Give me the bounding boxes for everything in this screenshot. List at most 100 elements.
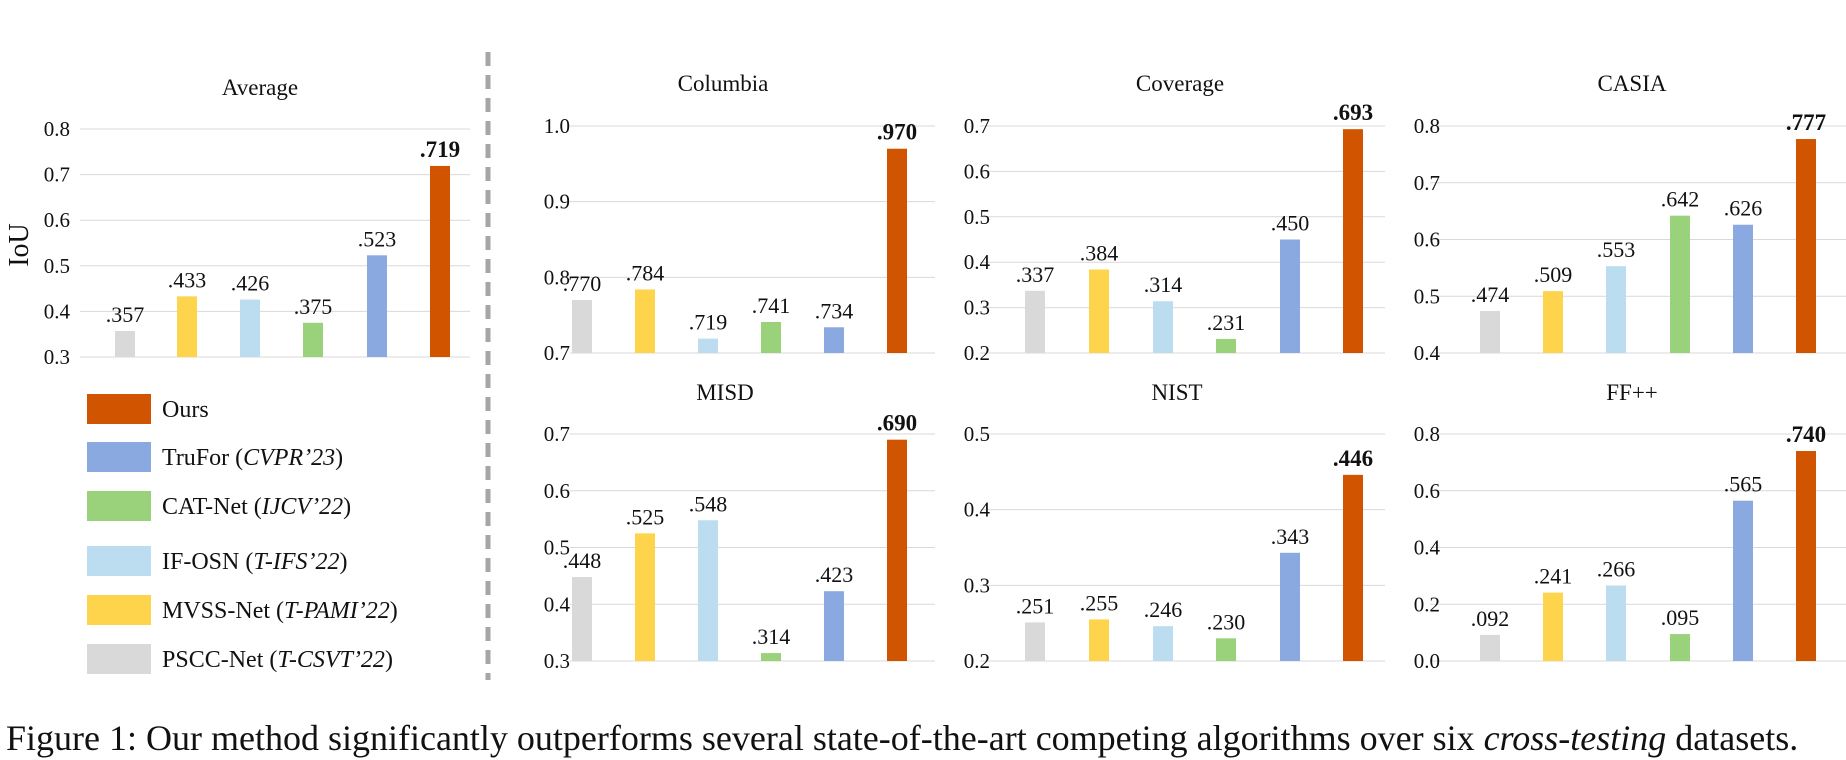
y-tick-label: 0.2: [1414, 592, 1440, 616]
data-label: .095: [1661, 605, 1700, 630]
data-label: .626: [1724, 196, 1763, 221]
legend-swatch: [87, 442, 151, 472]
y-tick-label: 0.7: [544, 341, 570, 365]
data-label: .241: [1534, 564, 1573, 589]
chart-title: NIST: [1151, 380, 1202, 405]
legend-item-cat-net: CAT-Net (IJCV’22): [87, 491, 351, 521]
bar-pscc-net: [572, 300, 592, 353]
bar-mvss-net: [177, 296, 197, 357]
bar-trufor: [824, 591, 844, 661]
legend-item-if-osn: IF-OSN (T-IFS’22): [87, 546, 348, 576]
chart-title: Coverage: [1136, 71, 1224, 96]
figure-caption: Figure 1: Our method significantly outpe…: [6, 716, 1846, 760]
legend-label: Ours: [162, 397, 209, 423]
data-label: .343: [1271, 524, 1310, 549]
data-label: .448: [563, 548, 602, 573]
bar-cat-net: [303, 322, 323, 357]
y-tick-label: 0.4: [964, 250, 991, 274]
data-label: .741: [752, 293, 791, 318]
bar-if-osn: [1153, 626, 1173, 661]
data-label: .450: [1271, 211, 1310, 236]
y-tick-label: 0.3: [44, 345, 70, 369]
chart-panel-misd: 0.3 0.4 0.5 0.6 0.7 MISD .448 .525 .548 .314 .423.…: [544, 380, 935, 673]
bar-cat-net: [761, 321, 781, 353]
bar-trufor: [824, 327, 844, 353]
y-tick-label: 0.2: [964, 649, 990, 673]
data-label: .565: [1724, 472, 1763, 497]
legend-item-pscc-net: PSCC-Net (T-CSVT’22): [87, 644, 393, 674]
legend-swatch: [87, 491, 151, 521]
bar-if-osn: [1606, 266, 1626, 353]
bar-pscc-net: [1480, 311, 1500, 353]
data-label: .314: [752, 624, 791, 649]
bar-ours: [430, 165, 450, 357]
data-label: .740: [1786, 422, 1826, 447]
data-label: .553: [1597, 237, 1636, 262]
data-label: .446: [1333, 446, 1373, 471]
legend-label: PSCC-Net (T-CSVT’22): [162, 647, 393, 673]
bar-trufor: [1733, 224, 1753, 353]
bar-ours: [1796, 139, 1816, 353]
y-tick-label: 0.6: [44, 208, 70, 232]
data-label: .970: [877, 120, 917, 145]
bar-cat-net: [1216, 638, 1236, 661]
bar-mvss-net: [1543, 592, 1563, 661]
data-label: .523: [358, 226, 397, 251]
bar-mvss-net: [635, 533, 655, 661]
data-label: .423: [815, 562, 854, 587]
y-tick-label: 0.6: [1414, 479, 1440, 503]
bar-if-osn: [1153, 301, 1173, 353]
data-label: .426: [231, 271, 270, 296]
data-label: .474: [1471, 282, 1510, 307]
y-axis-label: IoU: [4, 223, 35, 267]
chart-panel-average: 0.3 0.4 0.5 0.6 0.7 0.8 Average IoU .357 .433 .426…: [4, 75, 470, 369]
legend-venue: T-IFS’22: [253, 549, 339, 575]
data-label: .433: [168, 267, 207, 292]
bar-mvss-net: [1089, 269, 1109, 353]
data-label: .642: [1661, 187, 1700, 212]
bar-if-osn: [240, 299, 260, 357]
y-tick-label: 0.2: [964, 341, 990, 365]
y-tick-label: 0.7: [44, 163, 70, 187]
bar-pscc-net: [1480, 634, 1500, 661]
bar-pscc-net: [1025, 290, 1045, 353]
legend-swatch: [87, 595, 151, 625]
y-tick-label: 0.0: [1414, 649, 1440, 673]
data-label: .246: [1144, 597, 1183, 622]
legend-label: TruFor (CVPR’23): [162, 445, 343, 471]
legend-venue: IJCV’22: [261, 494, 343, 520]
data-label: .719: [689, 310, 728, 335]
legend-swatch: [87, 546, 151, 576]
data-label: .255: [1080, 590, 1119, 615]
chart-title: CASIA: [1597, 71, 1666, 96]
data-label: .092: [1471, 606, 1510, 631]
bar-ours: [887, 439, 907, 661]
y-tick-label: 0.6: [964, 159, 990, 183]
bar-ours: [1343, 129, 1363, 353]
y-tick-label: 1.0: [544, 114, 570, 138]
y-tick-label: 0.6: [1414, 228, 1440, 252]
y-tick-label: 0.4: [44, 299, 71, 323]
legend-venue: T-PAMI’22: [284, 598, 390, 624]
data-label: .777: [1786, 110, 1826, 135]
data-label: .719: [420, 137, 460, 162]
bar-pscc-net: [572, 577, 592, 661]
legend-venue: CVPR’23: [243, 445, 335, 471]
bar-if-osn: [698, 520, 718, 661]
y-tick-label: 0.8: [1414, 422, 1440, 446]
legend-label: MVSS-Net (T-PAMI’22): [162, 598, 398, 624]
chart-panel-casia: 0.4 0.5 0.6 0.7 0.8 CASIA .474 .509 .553 .642 .626…: [1414, 71, 1846, 365]
bar-pscc-net: [1025, 622, 1045, 661]
data-label: .337: [1016, 262, 1055, 287]
data-label: .734: [815, 298, 854, 323]
bar-trufor: [1280, 552, 1300, 661]
bar-ours: [887, 148, 907, 353]
chart-title: MISD: [696, 380, 754, 405]
bar-trufor: [367, 255, 387, 357]
chart-panel-ff-: 0.0 0.2 0.4 0.6 0.8 FF++ .092 .241 .266 .095 .565.…: [1414, 380, 1846, 673]
y-tick-label: 0.6: [544, 479, 570, 503]
y-tick-label: 0.4: [544, 592, 571, 616]
legend: Ours TruFor (CVPR’23) CAT-Net (IJCV’22) IF-…: [87, 394, 398, 674]
y-tick-label: 0.3: [964, 296, 990, 320]
